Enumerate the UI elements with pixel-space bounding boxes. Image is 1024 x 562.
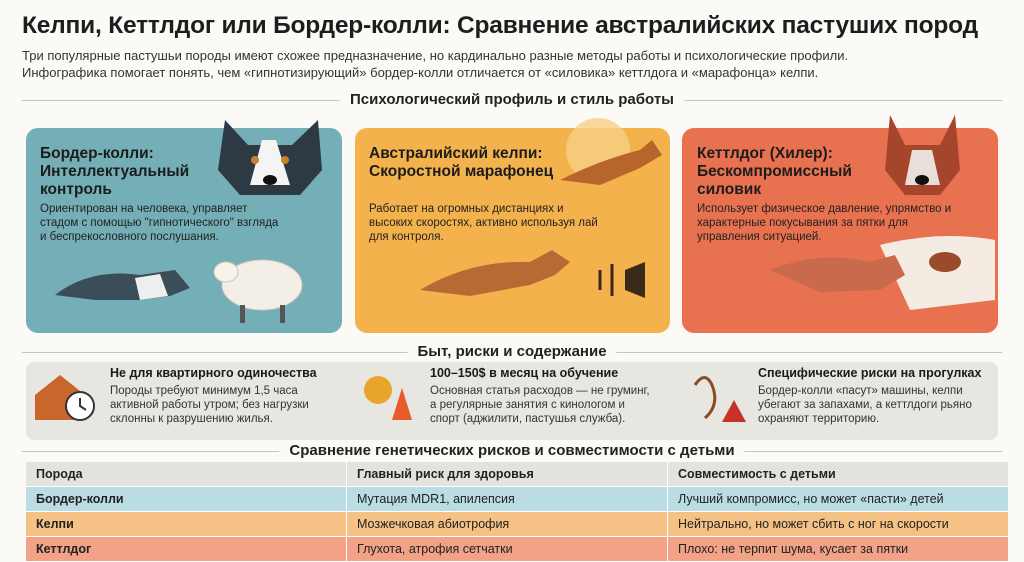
- intro-line: Три популярные пастушьи породы имеют схо…: [22, 48, 849, 63]
- comparison-table: Порода Главный риск для здоровья Совмест…: [26, 462, 1008, 562]
- decoration: [420, 250, 570, 296]
- decoration: [79, 398, 87, 411]
- item-title: 100–150$ в месяц на обучение: [430, 366, 619, 380]
- cost-icon: [364, 376, 412, 420]
- intro-line: Инфографика помогает понять, чем «гипнот…: [22, 65, 819, 80]
- card-text: Работает на огромных дистанциях и высоки…: [369, 203, 598, 243]
- item-title: Не для квартирного одиночества: [110, 366, 317, 380]
- item-title: Специфические риски на прогулках: [758, 366, 982, 380]
- card-title: Кеттлдог (Хилер): Бескомпромиссный силов…: [697, 145, 852, 198]
- decoration: [263, 175, 277, 185]
- decoration: [722, 400, 746, 422]
- decoration: [392, 388, 412, 420]
- cell: Нейтрально, но может сбить с ног на скор…: [667, 511, 1008, 537]
- band-bg: [26, 362, 998, 440]
- leash-icon: [693, 376, 746, 422]
- table-row: Кеттлдог Глухота, атрофия сетчатки Плохо…: [26, 536, 1008, 562]
- table-row: Бордер-колли Мутация MDR1, апилепсия Луч…: [26, 486, 1008, 512]
- decoration: [221, 259, 303, 311]
- decoration: [213, 261, 239, 283]
- card-text: Ориентирован на человека, управляет стад…: [40, 203, 279, 243]
- decoration: [905, 150, 940, 185]
- card-text: Использует физическое давление, упрямств…: [697, 203, 952, 243]
- collie-head: [218, 120, 322, 195]
- section-heading: Сравнение генетических рисков и совмести…: [279, 442, 745, 459]
- card-title: Австралийский келпи: Скоростной марафоне…: [369, 145, 554, 180]
- decoration: [135, 274, 168, 300]
- decoration: [240, 305, 245, 323]
- decoration: [880, 236, 995, 310]
- collie-scene: [55, 259, 303, 323]
- item-text: Бордер-колли «пасут» машины, келпи убега…: [758, 385, 972, 425]
- cell: Мозжечковая абиотрофия: [346, 511, 668, 537]
- cell: Глухота, атрофия сетчатки: [346, 536, 668, 562]
- title: Келпи, Кеттлдог или Бордер-колли: Сравне…: [22, 12, 978, 39]
- house-icon: [35, 375, 95, 421]
- header-cell: Главный риск для здоровья: [346, 462, 668, 487]
- decoration: Порода Главный риск для здоровья Совмест…: [26, 462, 1008, 562]
- decoration: [251, 156, 259, 164]
- cattledog-scene: [770, 236, 995, 310]
- decoration: [364, 376, 392, 404]
- table-row: Келпи Мозжечковая абиотрофия Нейтрально,…: [26, 511, 1008, 537]
- decoration: [280, 305, 285, 323]
- card-title: Бордер-колли: Интеллектуальный контроль: [40, 145, 190, 198]
- kelpie-scene: [420, 118, 662, 298]
- decoration: [560, 140, 662, 185]
- item-text: Основная статья расходов — не груминг, а…: [430, 385, 650, 425]
- decoration: [915, 175, 929, 185]
- cell: Келпи: [26, 511, 347, 537]
- header-cell: Совместимость с детьми: [667, 462, 1008, 487]
- header-cell: Порода: [26, 462, 347, 487]
- decoration: [250, 140, 290, 185]
- decoration: [598, 264, 614, 296]
- section-heading: Психологический профиль и стиль работы: [340, 91, 684, 108]
- decoration: [281, 156, 289, 164]
- decoration: [693, 376, 717, 420]
- decoration: [770, 255, 905, 292]
- cell: Мутация MDR1, апилепсия: [346, 486, 668, 512]
- decoration: [929, 252, 961, 272]
- table-header: Порода Главный риск для здоровья Совмест…: [26, 462, 1008, 487]
- item-text: Породы требуют минимум 1,5 часа активной…: [110, 385, 309, 425]
- decoration: [625, 262, 645, 298]
- section-heading: Быт, риски и содержание: [407, 343, 617, 360]
- cell: Кеттлдог: [26, 536, 347, 562]
- cell: Плохо: не терпит шума, кусает за пятки: [667, 536, 1008, 562]
- cell: Бордер-колли: [26, 486, 347, 512]
- cell: Лучший компромисс, но может «пасти» дете…: [667, 486, 1008, 512]
- cattledog-head: [885, 115, 960, 195]
